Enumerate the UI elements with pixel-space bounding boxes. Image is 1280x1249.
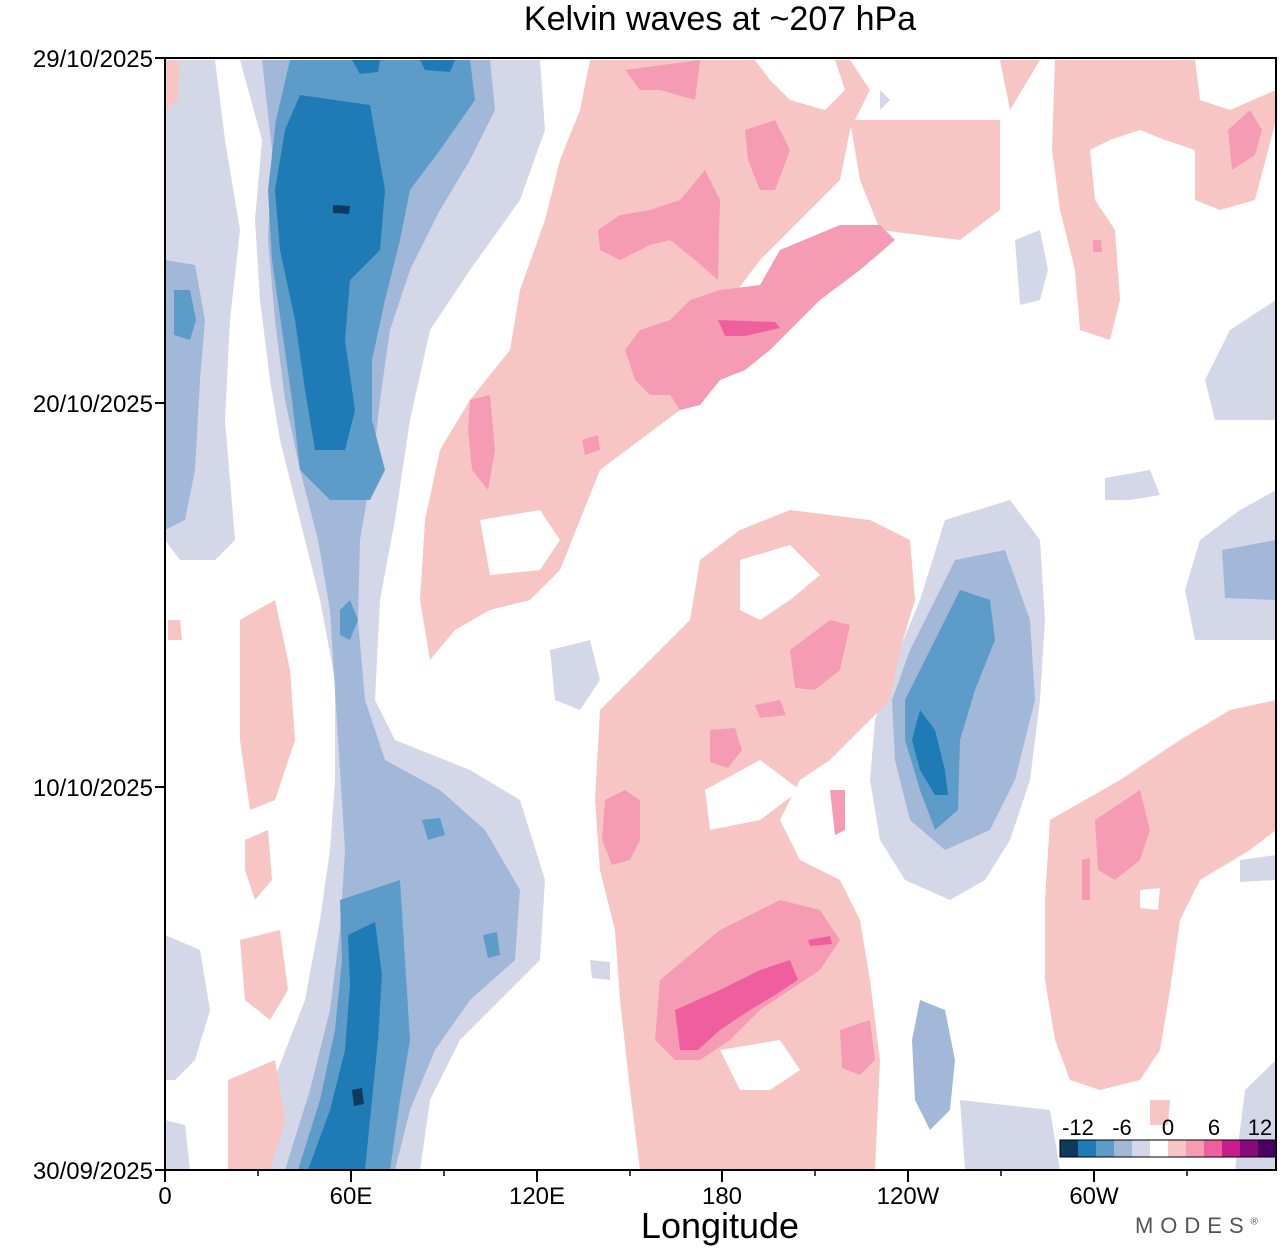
colorbar-swatch: [1078, 1140, 1097, 1157]
x-tick-label-0: 0: [158, 1183, 171, 1210]
colorbar-swatch: [1240, 1140, 1259, 1157]
x-tick-label-60w: 60W: [1069, 1183, 1119, 1210]
registered-mark: ®: [1250, 1216, 1258, 1228]
positive-band-central: [420, 60, 1040, 1170]
colorbar-label-6: 6: [1208, 1115, 1220, 1140]
negative-band-60e: [240, 60, 545, 1170]
contour-field: [165, 58, 1276, 1170]
positive-band-east: [1045, 60, 1276, 1125]
colorbar-swatch: [1258, 1140, 1277, 1157]
y-tick-label-10-10: 10/10/2025: [33, 775, 153, 802]
modes-logo: MODES®: [1135, 1213, 1258, 1239]
colorbar-label-neg6: -6: [1112, 1115, 1132, 1140]
colorbar-swatch: [1150, 1140, 1169, 1157]
colorbar-swatch: [1114, 1140, 1133, 1157]
colorbar-label-0: 0: [1162, 1115, 1174, 1140]
positive-band-west: [165, 60, 295, 1170]
colorbar-frame: [1059, 1139, 1277, 1158]
y-axis: 29/10/2025 20/10/2025 10/10/2025 30/09/2…: [33, 46, 165, 1185]
x-tick-label-120e: 120E: [509, 1183, 565, 1210]
negative-band-120w: [870, 230, 1060, 1170]
colorbar-swatches: [1060, 1140, 1277, 1157]
colorbar-swatch: [1168, 1140, 1187, 1157]
colorbar: -12 -6 0 6 12: [1059, 1115, 1277, 1158]
colorbar-swatch: [1222, 1140, 1241, 1157]
x-tick-label-180: 180: [702, 1183, 742, 1210]
y-tick-label-29-10: 29/10/2025: [33, 46, 153, 73]
logo-text: MODES: [1134, 1213, 1251, 1238]
x-axis: 0 60E 120E 180 120W 60W Longitude: [158, 1170, 1188, 1246]
colorbar-label-neg12: -12: [1062, 1115, 1094, 1140]
x-tick-label-120w: 120W: [877, 1183, 940, 1210]
colorbar-swatch: [1060, 1140, 1079, 1157]
colorbar-swatch: [1096, 1140, 1115, 1157]
colorbar-swatch: [1204, 1140, 1223, 1157]
colorbar-label-12: 12: [1248, 1115, 1272, 1140]
chart-title: Kelvin waves at ~207 hPa: [524, 0, 916, 38]
y-tick-label-20-10: 20/10/2025: [33, 391, 153, 418]
plot-frame: [164, 57, 1277, 1171]
x-axis-title: Longitude: [641, 1205, 799, 1246]
colorbar-swatch: [1186, 1140, 1205, 1157]
x-tick-label-60e: 60E: [330, 1183, 373, 1210]
negative-band-west: [165, 60, 240, 1170]
y-tick-label-30-09: 30/09/2025: [33, 1158, 153, 1185]
colorbar-swatch: [1132, 1140, 1151, 1157]
